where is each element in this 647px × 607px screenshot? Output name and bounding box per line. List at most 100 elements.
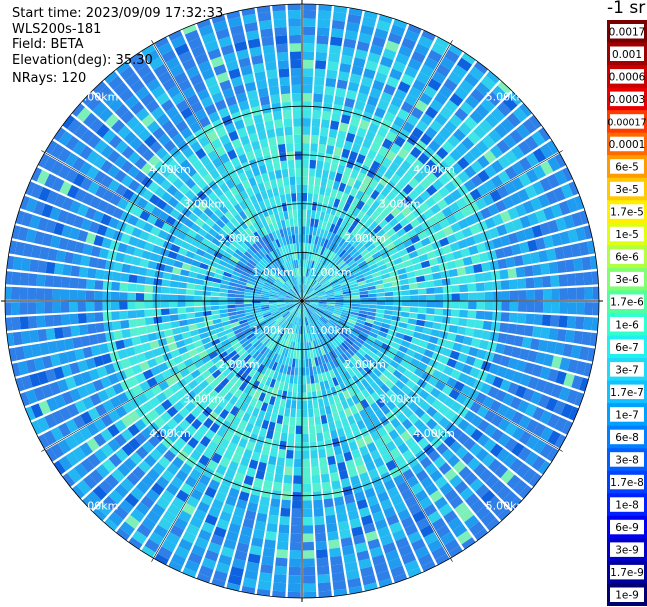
range-gate	[231, 365, 241, 375]
range-gate	[275, 35, 288, 45]
range-gate	[53, 460, 66, 475]
range-gate	[397, 481, 410, 494]
range-gate	[344, 30, 358, 41]
range-gate	[591, 271, 599, 285]
range-gate	[120, 358, 131, 369]
range-gate	[173, 260, 184, 269]
range-gate	[243, 448, 253, 459]
range-gate	[497, 433, 511, 447]
range-gate	[402, 407, 414, 418]
range-gate	[326, 302, 336, 305]
range-gate	[237, 334, 247, 342]
range-gate	[310, 151, 318, 161]
range-gate	[534, 289, 544, 301]
range-gate	[170, 113, 184, 126]
range-gate	[255, 399, 263, 410]
range-gate	[419, 400, 431, 412]
range-gate	[184, 29, 200, 43]
range-gate	[469, 188, 482, 201]
range-gate	[334, 290, 343, 294]
range-gate	[283, 312, 291, 319]
range-gate	[353, 161, 363, 172]
range-gate	[241, 483, 252, 494]
range-gate	[85, 207, 97, 220]
range-gate	[330, 386, 338, 396]
range-gate	[270, 179, 278, 189]
range-gate	[394, 454, 406, 467]
range-gate	[209, 334, 219, 342]
range-gate	[119, 282, 129, 292]
range-gate	[356, 153, 366, 164]
range-gate	[370, 189, 380, 200]
range-gate	[198, 60, 212, 73]
range-gate	[432, 179, 444, 191]
range-gate	[71, 485, 85, 499]
range-gate	[147, 332, 158, 342]
range-gate	[142, 189, 154, 201]
range-gate	[303, 259, 307, 268]
range-gate	[215, 28, 230, 40]
range-gate	[286, 201, 293, 211]
range-gate	[438, 462, 452, 475]
range-gate	[178, 313, 187, 320]
range-gate	[234, 119, 245, 130]
range-gate	[404, 94, 418, 107]
range-gate	[279, 329, 286, 337]
range-gate	[294, 302, 300, 305]
range-gate	[396, 178, 408, 190]
range-gate	[354, 100, 366, 111]
range-gate	[232, 32, 246, 44]
range-gate	[240, 456, 250, 467]
range-gate	[269, 506, 280, 516]
range-gate	[364, 338, 374, 346]
range-gate	[413, 368, 425, 378]
range-gate	[213, 197, 224, 208]
colorbar-label-box	[610, 587, 644, 602]
range-gate	[176, 213, 188, 224]
range-gate	[331, 112, 341, 122]
range-gate	[303, 303, 308, 308]
range-gate	[339, 435, 348, 446]
range-gate	[312, 349, 317, 358]
range-gate	[349, 236, 358, 246]
range-gate	[305, 308, 309, 317]
range-gate	[33, 357, 45, 371]
range-gate	[185, 523, 200, 537]
range-gate	[575, 226, 587, 242]
range-gate	[346, 274, 356, 281]
range-gate	[328, 463, 338, 474]
range-gate	[380, 56, 394, 68]
range-gate	[289, 550, 301, 559]
range-gate	[302, 417, 308, 426]
range-gate	[475, 484, 490, 498]
range-gate	[449, 440, 463, 454]
range-gate	[148, 154, 161, 167]
range-gate	[316, 390, 323, 400]
range-gate	[333, 288, 343, 293]
range-gate	[180, 352, 191, 361]
range-gate	[447, 71, 463, 86]
range-gate	[343, 340, 352, 348]
range-gate	[227, 297, 236, 301]
range-gate	[281, 329, 287, 338]
range-gate	[88, 256, 99, 268]
range-gate	[19, 195, 30, 210]
range-gate	[345, 459, 356, 470]
range-gate	[430, 436, 443, 449]
range-gate	[452, 460, 466, 474]
range-gate	[473, 263, 483, 273]
range-gate	[319, 457, 328, 467]
range-gate	[346, 233, 355, 243]
range-gate	[82, 496, 96, 511]
range-gate	[243, 239, 252, 248]
range-gate	[323, 397, 330, 407]
range-gate	[181, 384, 192, 395]
range-gate	[241, 230, 250, 239]
range-gate	[370, 210, 380, 221]
range-gate	[139, 210, 151, 222]
range-gate	[204, 161, 216, 173]
range-gate	[173, 400, 185, 412]
range-gate	[317, 305, 327, 309]
range-gate	[100, 428, 114, 442]
range-gate	[302, 184, 308, 193]
